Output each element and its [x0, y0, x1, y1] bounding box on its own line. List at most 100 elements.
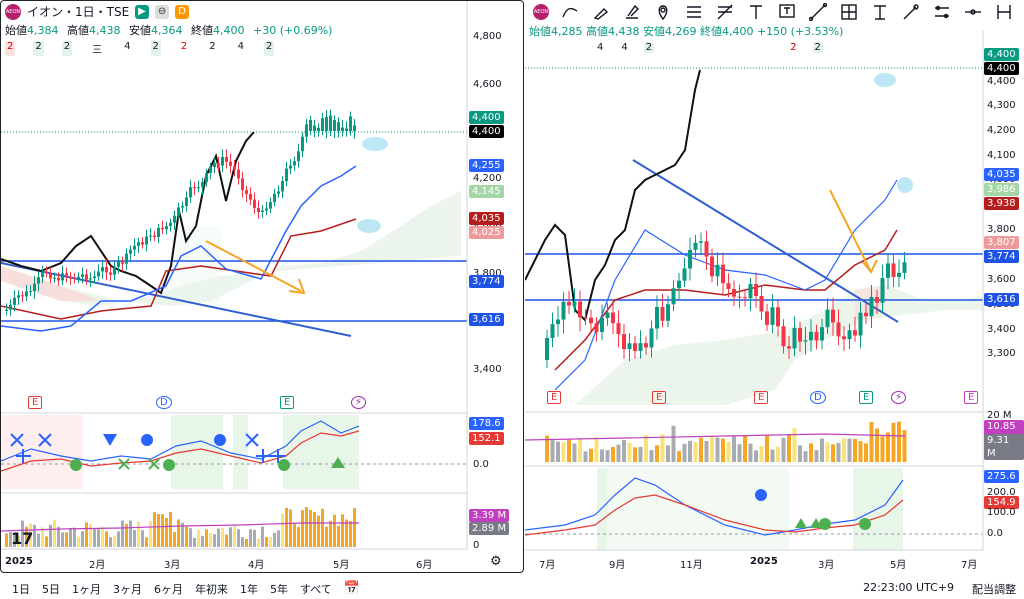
right-earnings-marker-2[interactable]: E: [652, 391, 667, 404]
right-price-tag: 3,774: [984, 250, 1019, 263]
right-split-marker[interactable]: ⚡: [891, 391, 907, 404]
clock-label[interactable]: 22:23:00 UTC+9: [863, 580, 954, 594]
candle: [594, 317, 599, 342]
candle: [49, 266, 52, 284]
candle: [886, 253, 890, 290]
curve-tool-icon[interactable]: [560, 2, 580, 22]
candle: [561, 292, 566, 334]
candle: [17, 290, 20, 305]
tf-1y[interactable]: 1年: [240, 582, 258, 596]
right-price-chart[interactable]: [525, 0, 1024, 573]
split-event-marker[interactable]: ⚡: [351, 396, 367, 409]
volume-bar: [561, 442, 566, 462]
volume-bar: [329, 520, 332, 547]
right-chart-pane[interactable]: AEON 始値4,285 高値4,438 安値4,269 終値4,400 +15…: [525, 0, 1024, 573]
candle: [249, 187, 252, 206]
volume-bar: [655, 445, 659, 462]
earnings-event-marker[interactable]: E: [28, 396, 43, 409]
volume-bar: [814, 450, 819, 462]
volume-bar: [273, 532, 276, 547]
volume-bar: [754, 450, 758, 462]
candle: [13, 290, 16, 312]
volume-bar: [261, 526, 264, 547]
candle: [329, 109, 332, 137]
volume-bar: [229, 527, 232, 547]
volume-bar: [145, 537, 148, 547]
tf-3m[interactable]: 3ヶ月: [113, 582, 142, 596]
candle: [173, 210, 176, 230]
tf-1d[interactable]: 1日: [12, 582, 30, 596]
rectangle-tool-icon[interactable]: [839, 2, 859, 22]
osc-zero-label: 0.0: [473, 459, 489, 470]
volume-bar: [770, 449, 775, 462]
candle: [649, 320, 654, 358]
tf-ytd[interactable]: 年初来: [195, 582, 228, 596]
candle: [145, 229, 148, 252]
toggle-pill-icon[interactable]: ⊖: [154, 4, 170, 19]
highlighter-tool-icon[interactable]: [622, 2, 642, 22]
candle: [29, 285, 32, 297]
volume-bar: [149, 521, 152, 547]
horizontal-line-tool-icon[interactable]: [963, 2, 983, 22]
candle: [583, 309, 588, 326]
earnings-event-marker-2[interactable]: E: [280, 396, 295, 409]
cross-line-tool-icon[interactable]: [870, 2, 890, 22]
left-symbol-header[interactable]: AEON イオン・1日・TSE ▶ ⊖ D: [5, 3, 189, 20]
right-price-tag: 4,035: [984, 168, 1019, 181]
dividend-event-marker[interactable]: D: [156, 396, 172, 409]
tf-5d[interactable]: 5日: [42, 582, 60, 596]
candle: [225, 149, 228, 169]
candle: [556, 305, 560, 337]
text-tool-icon[interactable]: [746, 2, 766, 22]
candle: [257, 200, 260, 219]
adjust-dividends-button[interactable]: 配当調整: [972, 582, 1016, 596]
tf-6m[interactable]: 6ヶ月: [154, 582, 183, 596]
brush-tool-icon[interactable]: [591, 2, 611, 22]
candle: [754, 272, 758, 308]
candle: [101, 260, 104, 279]
dividend-badge[interactable]: D: [175, 4, 189, 19]
right-earnings-marker-3[interactable]: E: [754, 391, 769, 404]
volume-bar: [9, 531, 12, 547]
right-earnings-marker-4[interactable]: E: [859, 391, 874, 404]
right-price-axis-label: 4,200: [987, 125, 1016, 136]
tf-5y[interactable]: 5年: [270, 582, 288, 596]
left-price-chart[interactable]: 17: [1, 1, 524, 573]
right-price-tag: 4,400: [984, 62, 1019, 75]
anchored-text-tool-icon[interactable]: [777, 2, 797, 22]
candle: [842, 326, 846, 351]
price-axis-label: 3,800: [473, 268, 502, 279]
vertical-line-tool-icon[interactable]: [994, 2, 1014, 22]
volume-bar: [353, 508, 356, 547]
ray-tool-icon[interactable]: [901, 2, 921, 22]
date-range-icon[interactable]: 📅: [343, 581, 360, 596]
pitchfork-tool-icon[interactable]: [715, 2, 735, 22]
tf-1m[interactable]: 1ヶ月: [72, 582, 101, 596]
left-chart-pane[interactable]: AEON イオン・1日・TSE ▶ ⊖ D 始値4,384 高値4,438 安値…: [0, 0, 524, 573]
pin-tool-icon[interactable]: [653, 2, 673, 22]
candle: [73, 273, 76, 284]
tf-all[interactable]: すべて: [300, 582, 332, 596]
volume-bar: [721, 438, 725, 462]
volume-bar: [660, 434, 665, 462]
volume-bar: [173, 532, 176, 547]
right-earnings-marker-1[interactable]: E: [547, 391, 562, 404]
candle: [660, 293, 665, 328]
volume-bar: [257, 538, 260, 547]
candle: [798, 321, 802, 352]
right-dividend-marker[interactable]: D: [810, 391, 826, 404]
trendline-tool-icon[interactable]: [808, 2, 828, 22]
candle: [57, 272, 60, 286]
candle: [710, 248, 714, 283]
volume-bar: [61, 532, 64, 547]
right-earnings-marker-5[interactable]: E: [964, 391, 979, 404]
fib-tool-icon[interactable]: [684, 2, 704, 22]
right-price-tag: 3,986: [984, 183, 1019, 196]
volume-bar: [293, 523, 296, 547]
price-axis-label: 4,800: [473, 31, 502, 42]
candle: [341, 119, 344, 137]
settings-gear-icon[interactable]: ⚙: [490, 554, 502, 569]
price-axis-label: 4,600: [473, 79, 502, 90]
volume-bar: [622, 439, 626, 462]
parallel-channel-tool-icon[interactable]: [932, 2, 952, 22]
